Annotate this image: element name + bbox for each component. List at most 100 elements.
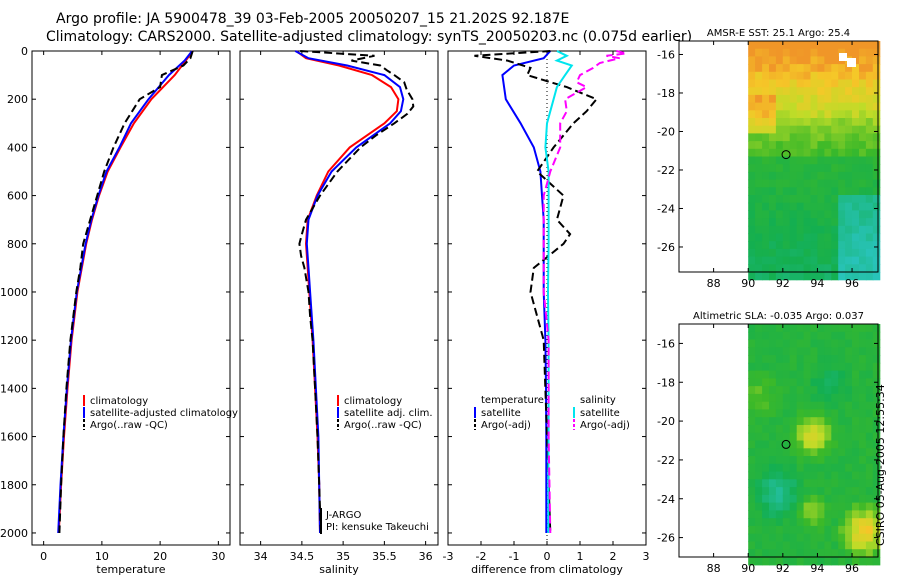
map-cell	[775, 210, 784, 219]
map-cell	[831, 241, 839, 250]
map-cell	[762, 471, 770, 480]
annotation-label: J-ARGO	[325, 510, 362, 521]
map-cell	[789, 156, 798, 165]
map-cell	[789, 401, 798, 411]
x-axis-label: salinity	[319, 563, 359, 576]
map-cell	[852, 264, 860, 273]
map-cell	[859, 79, 867, 88]
map-cell	[748, 370, 756, 379]
map-cell	[845, 518, 853, 527]
map-cell	[852, 440, 860, 449]
map-cell	[831, 401, 839, 411]
map-cell	[748, 94, 756, 104]
map-cell	[782, 94, 791, 104]
map-cell	[817, 378, 825, 387]
map-cell	[755, 355, 763, 364]
map-cell	[755, 41, 763, 50]
map-cell	[769, 401, 777, 411]
map-cell	[789, 133, 798, 142]
map-cell	[748, 541, 756, 550]
map-cell	[775, 248, 784, 258]
map-cell	[762, 202, 770, 211]
map-cell	[775, 118, 784, 127]
map-cell	[769, 225, 777, 235]
map-cell	[755, 331, 763, 341]
map-cell	[796, 463, 805, 473]
map-cell	[845, 256, 853, 265]
map-cell	[831, 210, 839, 219]
map-cell	[775, 64, 784, 73]
map-cell	[782, 102, 791, 111]
map-cell	[803, 362, 812, 372]
map-cell	[865, 171, 874, 181]
map-cell	[852, 225, 860, 235]
map-cell	[782, 518, 791, 527]
map-cell	[782, 187, 791, 196]
map-cell	[755, 102, 763, 111]
map-cell	[817, 148, 825, 158]
map-cell	[762, 141, 770, 150]
map-cell	[769, 409, 777, 418]
map-cell	[824, 549, 832, 558]
map-cell	[810, 264, 818, 273]
map-cell	[865, 324, 874, 333]
map-cell	[782, 141, 791, 150]
map-cell	[859, 549, 867, 558]
map-cell	[810, 494, 818, 504]
map-cell	[845, 202, 853, 211]
map-cell	[769, 456, 777, 465]
map-cell	[762, 179, 770, 188]
map-cell	[817, 256, 825, 265]
map-cell	[810, 79, 818, 88]
map-cell	[817, 417, 825, 426]
figure-title-line2: Climatology: CARS2000. Satellite-adjuste…	[46, 29, 693, 45]
map-cell	[789, 479, 798, 488]
map-cell	[838, 156, 846, 165]
map-cell	[845, 324, 853, 333]
map-cell	[782, 171, 791, 181]
map-cell	[796, 502, 805, 511]
map-cell	[762, 331, 770, 341]
map-cell	[762, 79, 770, 88]
map-cell	[782, 331, 791, 341]
map-cell	[859, 355, 867, 364]
map-cell	[817, 187, 825, 196]
map-cell	[748, 110, 756, 119]
map-cell	[796, 386, 805, 395]
map-cell	[859, 110, 867, 119]
map-cell	[831, 463, 839, 473]
map-cell	[817, 272, 825, 281]
y-tick-label: -18	[657, 376, 675, 389]
map-cell	[838, 456, 846, 465]
map-cell	[824, 241, 832, 250]
map-cell	[810, 248, 818, 258]
x-tick-label: 96	[845, 277, 859, 290]
map-cell	[755, 179, 763, 188]
map-cell	[859, 463, 867, 473]
map-cell	[796, 141, 805, 150]
map-cell	[789, 425, 798, 434]
map-cell	[762, 487, 770, 496]
map-cell	[810, 148, 818, 158]
map-cell	[762, 210, 770, 219]
map-cell	[803, 533, 812, 543]
map-cell	[831, 248, 839, 258]
map-cell	[789, 448, 798, 457]
map-cell	[755, 401, 763, 411]
map-cell	[865, 362, 874, 372]
map-cell	[810, 87, 818, 96]
map-cell	[789, 362, 798, 372]
map-cell	[748, 102, 756, 111]
map-cell	[789, 272, 798, 281]
map-cell	[762, 479, 770, 488]
map-cell	[859, 347, 867, 356]
map-cell	[789, 256, 798, 265]
map-cell	[769, 256, 777, 265]
y-tick-label: -24	[657, 493, 675, 506]
map-cell	[810, 510, 818, 519]
map-cell	[755, 487, 763, 496]
map-cell	[769, 210, 777, 219]
map-cell	[803, 64, 812, 73]
series-line-satellite-adj-clim-	[294, 50, 405, 534]
map-cell	[817, 541, 825, 550]
